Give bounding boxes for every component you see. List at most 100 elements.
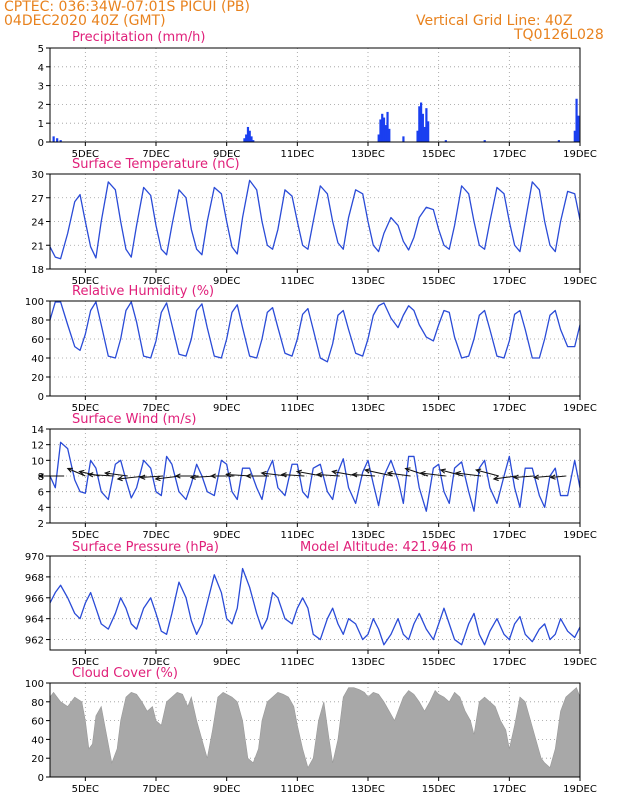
humidity-xtick-label: 19DEC	[563, 403, 597, 414]
cloud-cover-xtick-label: 17DEC	[492, 784, 526, 795]
pressure-xtick-label: 7DEC	[142, 657, 169, 668]
precipitation-xtick-label: 5DEC	[72, 149, 99, 160]
wind-line	[49, 441, 581, 512]
cloud-cover-area	[49, 687, 581, 778]
pressure-xtick-label: 15DEC	[422, 657, 456, 668]
wind-arrow-head	[174, 473, 181, 479]
wind-xtick-label: 9DEC	[213, 530, 240, 541]
wind-arrow-head	[78, 469, 85, 476]
pressure-xtick-label: 19DEC	[563, 657, 597, 668]
precipitation-bar	[423, 126, 426, 142]
cloud-cover-ytick-label: 60	[31, 717, 44, 728]
precipitation-bar	[59, 140, 62, 142]
precipitation-bar	[377, 134, 380, 142]
wind-arrow-head	[512, 474, 519, 480]
precipitation-bar	[418, 106, 421, 142]
wind-arrow	[534, 475, 552, 479]
precipitation-bar	[427, 121, 430, 142]
wind-arrow-head	[116, 475, 123, 482]
wind-arrow	[550, 475, 566, 479]
wind-arrow-head	[66, 467, 73, 473]
wind-arrow-head	[532, 474, 540, 480]
pressure-xtick-label: 5DEC	[72, 657, 99, 668]
precipitation-bar	[421, 113, 424, 142]
precipitation-ytick-label: 4	[38, 63, 44, 74]
wind-arrow-head	[87, 472, 94, 478]
wind-arrow-head	[189, 474, 196, 480]
wind-arrow-head	[363, 468, 371, 474]
wind-arrow-head	[280, 472, 287, 478]
header-model-code: TQ0126L028	[514, 27, 604, 43]
wind-arrow	[365, 469, 393, 477]
precipitation-bar	[243, 138, 246, 142]
precipitation-bar	[557, 140, 560, 142]
pressure-annotation: Model Altitude: 421.946 m	[300, 540, 473, 555]
temperature-xtick-label: 11DEC	[280, 276, 314, 287]
precipitation-bar	[425, 108, 428, 142]
pressure-ytick-label: 966	[25, 594, 44, 605]
temperature-title: Surface Temperature (nC)	[72, 157, 240, 172]
humidity-ytick-label: 0	[38, 392, 44, 403]
precipitation-ytick-label: 5	[38, 44, 44, 55]
precipitation-bar	[248, 130, 251, 142]
precipitation-bar	[388, 128, 391, 142]
precipitation-bar	[402, 136, 405, 142]
precipitation-bar	[382, 117, 386, 142]
wind-title: Surface Wind (m/s)	[72, 412, 196, 427]
precipitation-bar	[381, 113, 384, 142]
cloud-cover-ytick-label: 100	[25, 679, 44, 690]
wind-arrow	[317, 473, 340, 477]
wind-arrows	[37, 467, 566, 482]
wind-arrow	[476, 469, 499, 477]
humidity-title: Relative Humidity (%)	[72, 284, 214, 299]
wind-arrow-head	[295, 469, 303, 475]
precipitation-bar	[379, 119, 382, 142]
pressure-title: Surface Pressure (hPa)	[72, 540, 219, 555]
temperature-xtick-label: 9DEC	[213, 276, 240, 287]
precipitation-ytick-label: 3	[38, 82, 44, 93]
temperature-xtick-label: 13DEC	[351, 276, 385, 287]
wind-arrow-head	[37, 473, 44, 479]
wind-ytick-label: 14	[31, 425, 44, 436]
temperature-ytick-label: 18	[31, 265, 44, 276]
wind-ytick-label: 6	[38, 488, 44, 499]
precipitation-bars	[52, 98, 580, 142]
precipitation-bar	[250, 136, 253, 142]
cloud-cover-title: Cloud Cover (%)	[72, 666, 178, 681]
wind-ytick-label: 12	[31, 441, 44, 452]
precipitation-bar	[577, 115, 580, 142]
cloud-cover-xtick-label: 13DEC	[351, 784, 385, 795]
humidity-xtick-label: 13DEC	[351, 403, 385, 414]
precipitation-frame	[49, 47, 581, 143]
precipitation-bar	[386, 111, 389, 142]
wind-arrow-head	[245, 473, 252, 479]
pressure-xtick-label: 9DEC	[213, 657, 240, 668]
wind-xtick-label: 19DEC	[563, 530, 597, 541]
humidity-xtick-label: 15DEC	[422, 403, 456, 414]
precipitation-xtick-label: 19DEC	[563, 149, 597, 160]
wind-xtick-label: 11DEC	[280, 530, 314, 541]
wind-arrow-head	[103, 470, 111, 477]
precipitation-bar	[573, 130, 576, 142]
temperature-xtick-label: 5DEC	[72, 276, 99, 287]
humidity-ytick-label: 20	[31, 373, 44, 384]
precipitation-ytick-label: 1	[38, 119, 44, 130]
precipitation-xtick-label: 15DEC	[422, 149, 456, 160]
pressure-xtick-label: 17DEC	[492, 657, 526, 668]
wind-arrow	[456, 472, 482, 477]
temperature-ytick-label: 24	[31, 218, 44, 229]
pressure-ytick-label: 964	[25, 615, 44, 626]
wind-arrow	[281, 473, 305, 477]
wind-xtick-label: 7DEC	[142, 530, 169, 541]
pressure-ytick-label: 970	[25, 552, 44, 563]
humidity-xtick-label: 5DEC	[72, 403, 99, 414]
cloud-cover-ytick-label: 40	[31, 735, 44, 746]
wind-arrow-head	[260, 470, 267, 477]
temperature-xtick-label: 17DEC	[492, 276, 526, 287]
humidity-ytick-label: 80	[31, 316, 44, 327]
wind-arrow	[514, 475, 535, 479]
temperature-ytick-label: 21	[31, 241, 44, 252]
wind-arrow	[117, 475, 146, 480]
precipitation-bar	[575, 98, 578, 142]
